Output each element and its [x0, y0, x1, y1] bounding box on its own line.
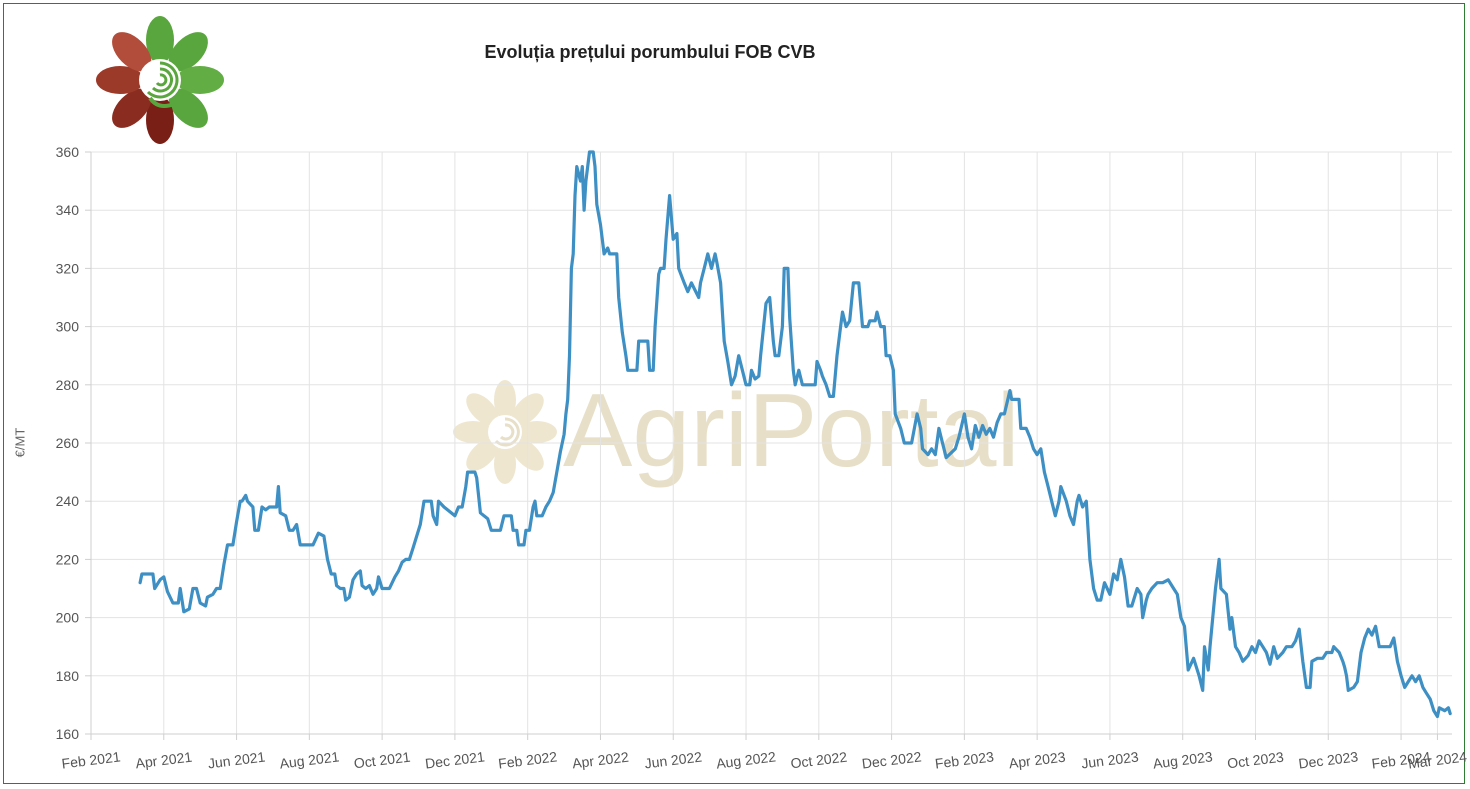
y-tick-label: 180: [56, 668, 80, 684]
x-tick-label: Dec 2023: [1298, 748, 1360, 771]
x-tick-label: Aug 2021: [279, 748, 341, 771]
x-tick-label: Jun 2023: [1080, 749, 1139, 772]
x-tick-label: Aug 2022: [715, 748, 777, 771]
x-tick-label: Feb 2021: [61, 748, 122, 771]
y-tick-label: 300: [56, 319, 80, 335]
y-tick-label: 240: [56, 493, 80, 509]
y-tick-label: 160: [56, 726, 80, 742]
x-tick-label: Feb 2022: [497, 748, 558, 771]
y-tick-label: 220: [56, 551, 80, 567]
watermark-flower-icon: [453, 380, 557, 484]
series-line: [138, 150, 1452, 719]
y-tick-label: 360: [56, 144, 80, 160]
x-tick-label: Feb 2023: [934, 748, 995, 771]
chart-frame: [3, 3, 1465, 784]
x-tick-label: Dec 2021: [424, 748, 486, 771]
y-tick-label: 280: [56, 377, 80, 393]
watermark-text: AgriPortal: [563, 373, 1020, 489]
chart-title: Evoluția prețului porumbului FOB CVB: [484, 42, 816, 62]
y-tick-label: 260: [56, 435, 80, 451]
y-tick-label: 340: [56, 202, 80, 218]
x-tick-label: Jun 2022: [644, 749, 703, 772]
x-tick-label: Dec 2022: [861, 748, 923, 771]
x-tick-label: Aug 2023: [1152, 748, 1214, 771]
x-tick-label: Feb 2024: [1371, 748, 1432, 771]
x-tick-label: Apr 2023: [1008, 749, 1067, 772]
x-tick-label: Oct 2022: [790, 749, 849, 772]
y-tick-label: 320: [56, 260, 80, 276]
x-tick-label: Oct 2021: [353, 749, 412, 772]
x-tick-label: Apr 2022: [571, 749, 630, 772]
x-tick-label: Oct 2023: [1226, 749, 1285, 772]
agriportal-logo: [96, 16, 224, 144]
logo-flower-icon: [96, 16, 224, 144]
x-tick-label: Mar 2024: [1407, 748, 1468, 771]
x-tick-label: Jun 2021: [207, 749, 266, 772]
watermark: AgriPortal: [453, 373, 1020, 489]
x-tick-label: Apr 2021: [135, 749, 194, 772]
y-tick-label: 200: [56, 610, 80, 626]
